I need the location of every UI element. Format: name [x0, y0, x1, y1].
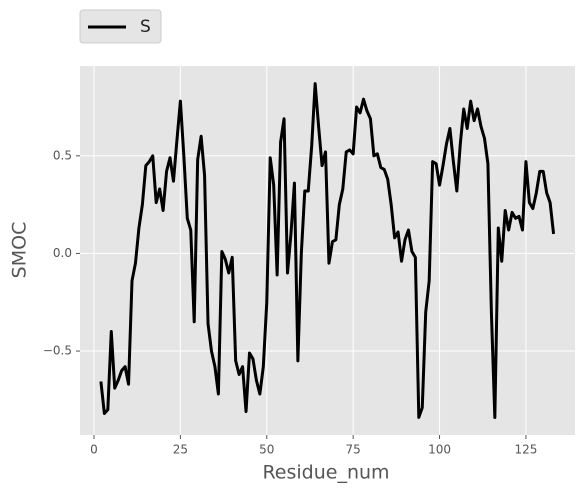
legend-label: S [140, 17, 151, 37]
x-axis-label: Residue_num [262, 462, 389, 484]
line-series [99, 82, 556, 419]
x-tick-label: 100 [428, 443, 451, 457]
x-tick-label: 25 [173, 443, 188, 457]
x-tick-label: 0 [90, 443, 98, 457]
x-tick-label: 75 [346, 443, 361, 457]
y-axis-label: SMOC [9, 222, 31, 279]
y-tick-label: 0.5 [53, 148, 72, 162]
x-tick-label: 125 [514, 443, 537, 457]
y-tick-label: 0.0 [53, 246, 72, 260]
y-tick-label: −0.5 [43, 344, 72, 358]
x-tick-label: 50 [259, 443, 274, 457]
